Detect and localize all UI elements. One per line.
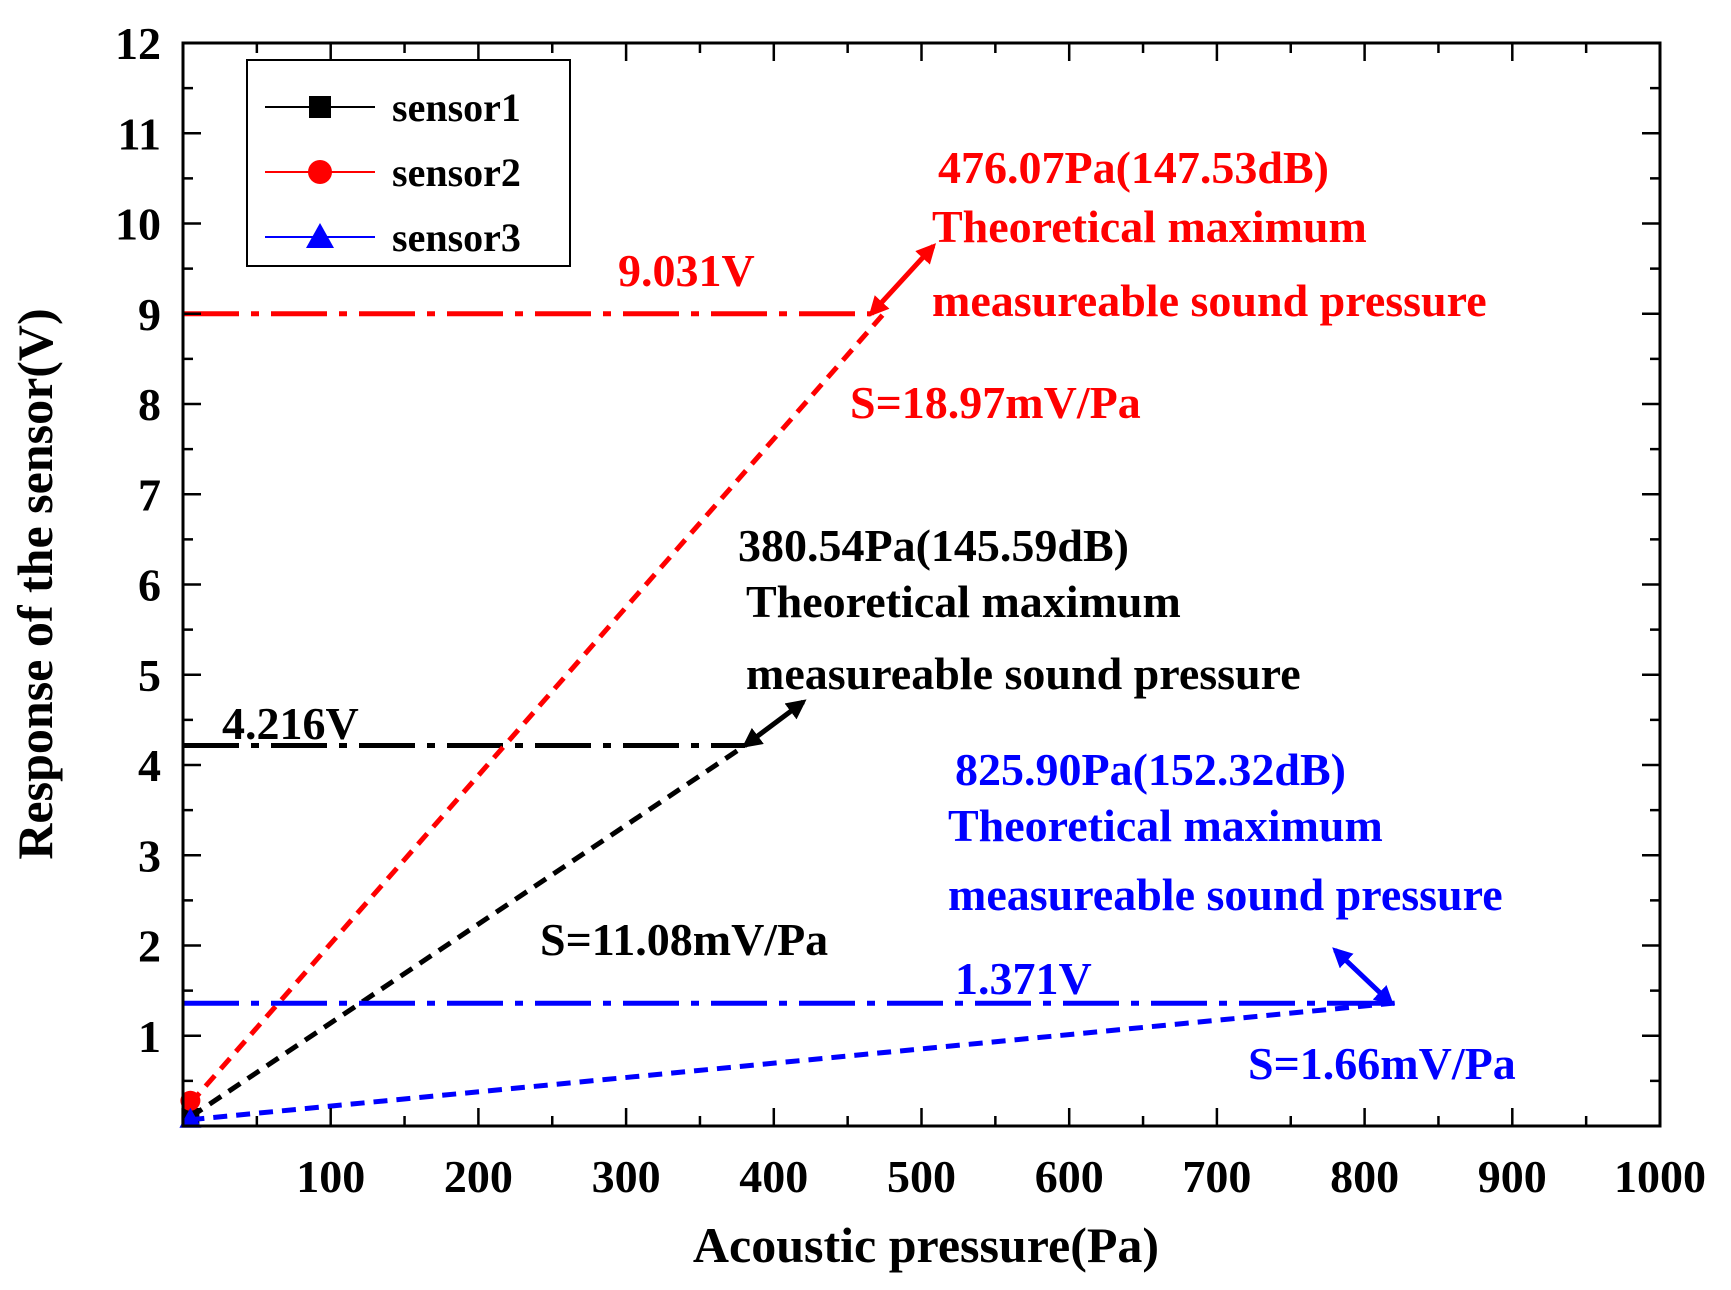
sensor1-voltage-label: 4.216V — [222, 698, 359, 749]
legend-label-sensor1: sensor1 — [392, 85, 521, 130]
x-tick-label: 900 — [1478, 1151, 1547, 1202]
legend-triangle-marker-icon — [306, 223, 334, 248]
x-tick-label: 100 — [296, 1151, 365, 1202]
sensor1-annotation-line2: measureable sound pressure — [746, 648, 1301, 699]
sensor1-annotation-arrow — [741, 699, 807, 748]
x-tick-label: 700 — [1182, 1151, 1251, 1202]
y-tick-label: 2 — [138, 921, 161, 972]
y-tick-label: 12 — [115, 18, 161, 69]
sensor2-annotation-line1: Theoretical maximum — [932, 201, 1367, 252]
x-tick-label: 300 — [592, 1151, 661, 1202]
legend-entry-sensor3: sensor3 — [265, 215, 521, 260]
sensor1-annotation-line1: Theoretical maximum — [746, 576, 1181, 627]
y-tick-label: 1 — [138, 1011, 161, 1062]
ticks-layer: 100 200 300 400 500 600 700 800 900 1000123456789… — [115, 18, 1706, 1202]
sensor3-annotation-arrow — [1332, 947, 1395, 1007]
y-tick-label: 7 — [138, 469, 161, 520]
y-tick-label: 10 — [115, 199, 161, 250]
sensor2-data-marker — [180, 1090, 201, 1111]
x-tick-label: 200 — [444, 1151, 513, 1202]
legend-entry-sensor1: sensor1 — [265, 85, 521, 130]
sensor3-annotation-line2: measureable sound pressure — [948, 869, 1503, 920]
sensor2-voltage-label: 9.031V — [618, 245, 755, 296]
sensor2-annotation-line2: measureable sound pressure — [932, 275, 1487, 326]
sensor1-sensitivity-label: S=11.08mV/Pa — [540, 914, 828, 965]
y-tick-label: 5 — [138, 650, 161, 701]
y-axis-label: Response of the sensor(V) — [7, 308, 63, 859]
legend-box — [246, 59, 571, 267]
y-tick-label: 6 — [138, 560, 161, 611]
sensor3-voltage-label: 1.371V — [955, 953, 1092, 1004]
y-tick-label: 3 — [138, 830, 161, 881]
sensor3-fit-line — [190, 999, 1404, 1123]
legend-square-marker-icon — [309, 96, 331, 118]
sensor3-sensitivity-label: S=1.66mV/Pa — [1248, 1038, 1516, 1089]
y-tick-label: 4 — [138, 740, 161, 791]
sensor1-pressure-label: 380.54Pa(145.59dB) — [738, 520, 1129, 571]
sensor3-data-marker — [179, 1107, 202, 1128]
x-tick-label: 400 — [739, 1151, 808, 1202]
sensor2-sensitivity-label: S=18.97mV/Pa — [850, 377, 1141, 428]
series-layer — [179, 243, 1404, 1128]
y-tick-label: 8 — [138, 379, 161, 430]
sensor2-fit-line — [188, 309, 889, 1106]
x-tick-label: 1000 — [1614, 1151, 1706, 1202]
x-tick-label: 600 — [1035, 1151, 1104, 1202]
legend-entry-sensor2: sensor2 — [265, 150, 521, 195]
legend-label-sensor3: sensor3 — [392, 215, 521, 260]
x-tick-label: 500 — [887, 1151, 956, 1202]
sensor2-pressure-label: 476.07Pa(147.53dB) — [938, 142, 1329, 193]
y-tick-label: 11 — [118, 108, 161, 159]
legend: sensor1 sensor2 sensor3 — [246, 59, 571, 267]
x-axis-label: Acoustic pressure(Pa) — [693, 1217, 1159, 1273]
legend-circle-marker-icon — [308, 160, 332, 184]
sensor2-annotation-arrow — [868, 243, 937, 317]
sensor3-annotation-line1: Theoretical maximum — [948, 800, 1383, 851]
x-tick-label: 800 — [1330, 1151, 1399, 1202]
y-tick-label: 9 — [138, 289, 161, 340]
sensor3-pressure-label: 825.90Pa(152.32dB) — [955, 744, 1346, 795]
plot-frame — [181, 41, 1662, 1128]
sensor1-fit-line — [188, 743, 747, 1120]
legend-label-sensor2: sensor2 — [392, 150, 521, 195]
